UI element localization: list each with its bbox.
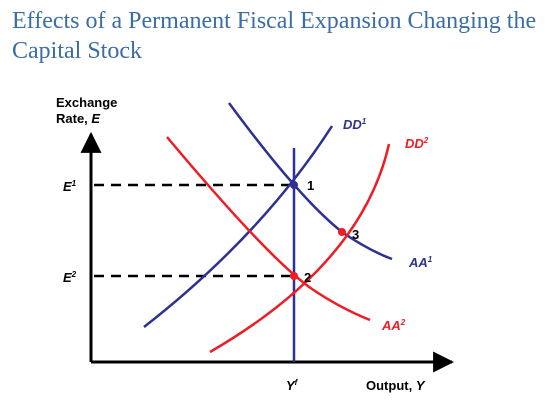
aa2-curve [166, 136, 371, 322]
point-3-label: 3 [352, 227, 359, 242]
x-axis-label: Output, Y [366, 378, 426, 393]
tick-label-e1: E1 [63, 179, 77, 194]
dd2-curve [209, 143, 391, 354]
point-2-label: 2 [304, 270, 311, 285]
dd1-curve [143, 125, 334, 328]
point-2-marker [290, 272, 298, 280]
y-axis-label-line2: Rate, E [56, 111, 100, 126]
label-dd1: DD1 [343, 117, 367, 132]
point-1-marker [290, 181, 298, 189]
point-3-marker [338, 228, 346, 236]
point-1-label: 1 [307, 178, 314, 193]
label-aa1: AA1 [408, 255, 433, 270]
tick-label-e2: E2 [63, 270, 77, 285]
label-dd2: DD2 [405, 136, 429, 151]
label-aa2: AA2 [381, 318, 406, 333]
slide-title: Effects of a Permanent Fiscal Expansion … [12, 8, 537, 64]
tick-label-yf: Yf [286, 378, 299, 393]
aa1-curve [227, 102, 393, 261]
y-axis-label-line1: Exchange [56, 95, 117, 110]
